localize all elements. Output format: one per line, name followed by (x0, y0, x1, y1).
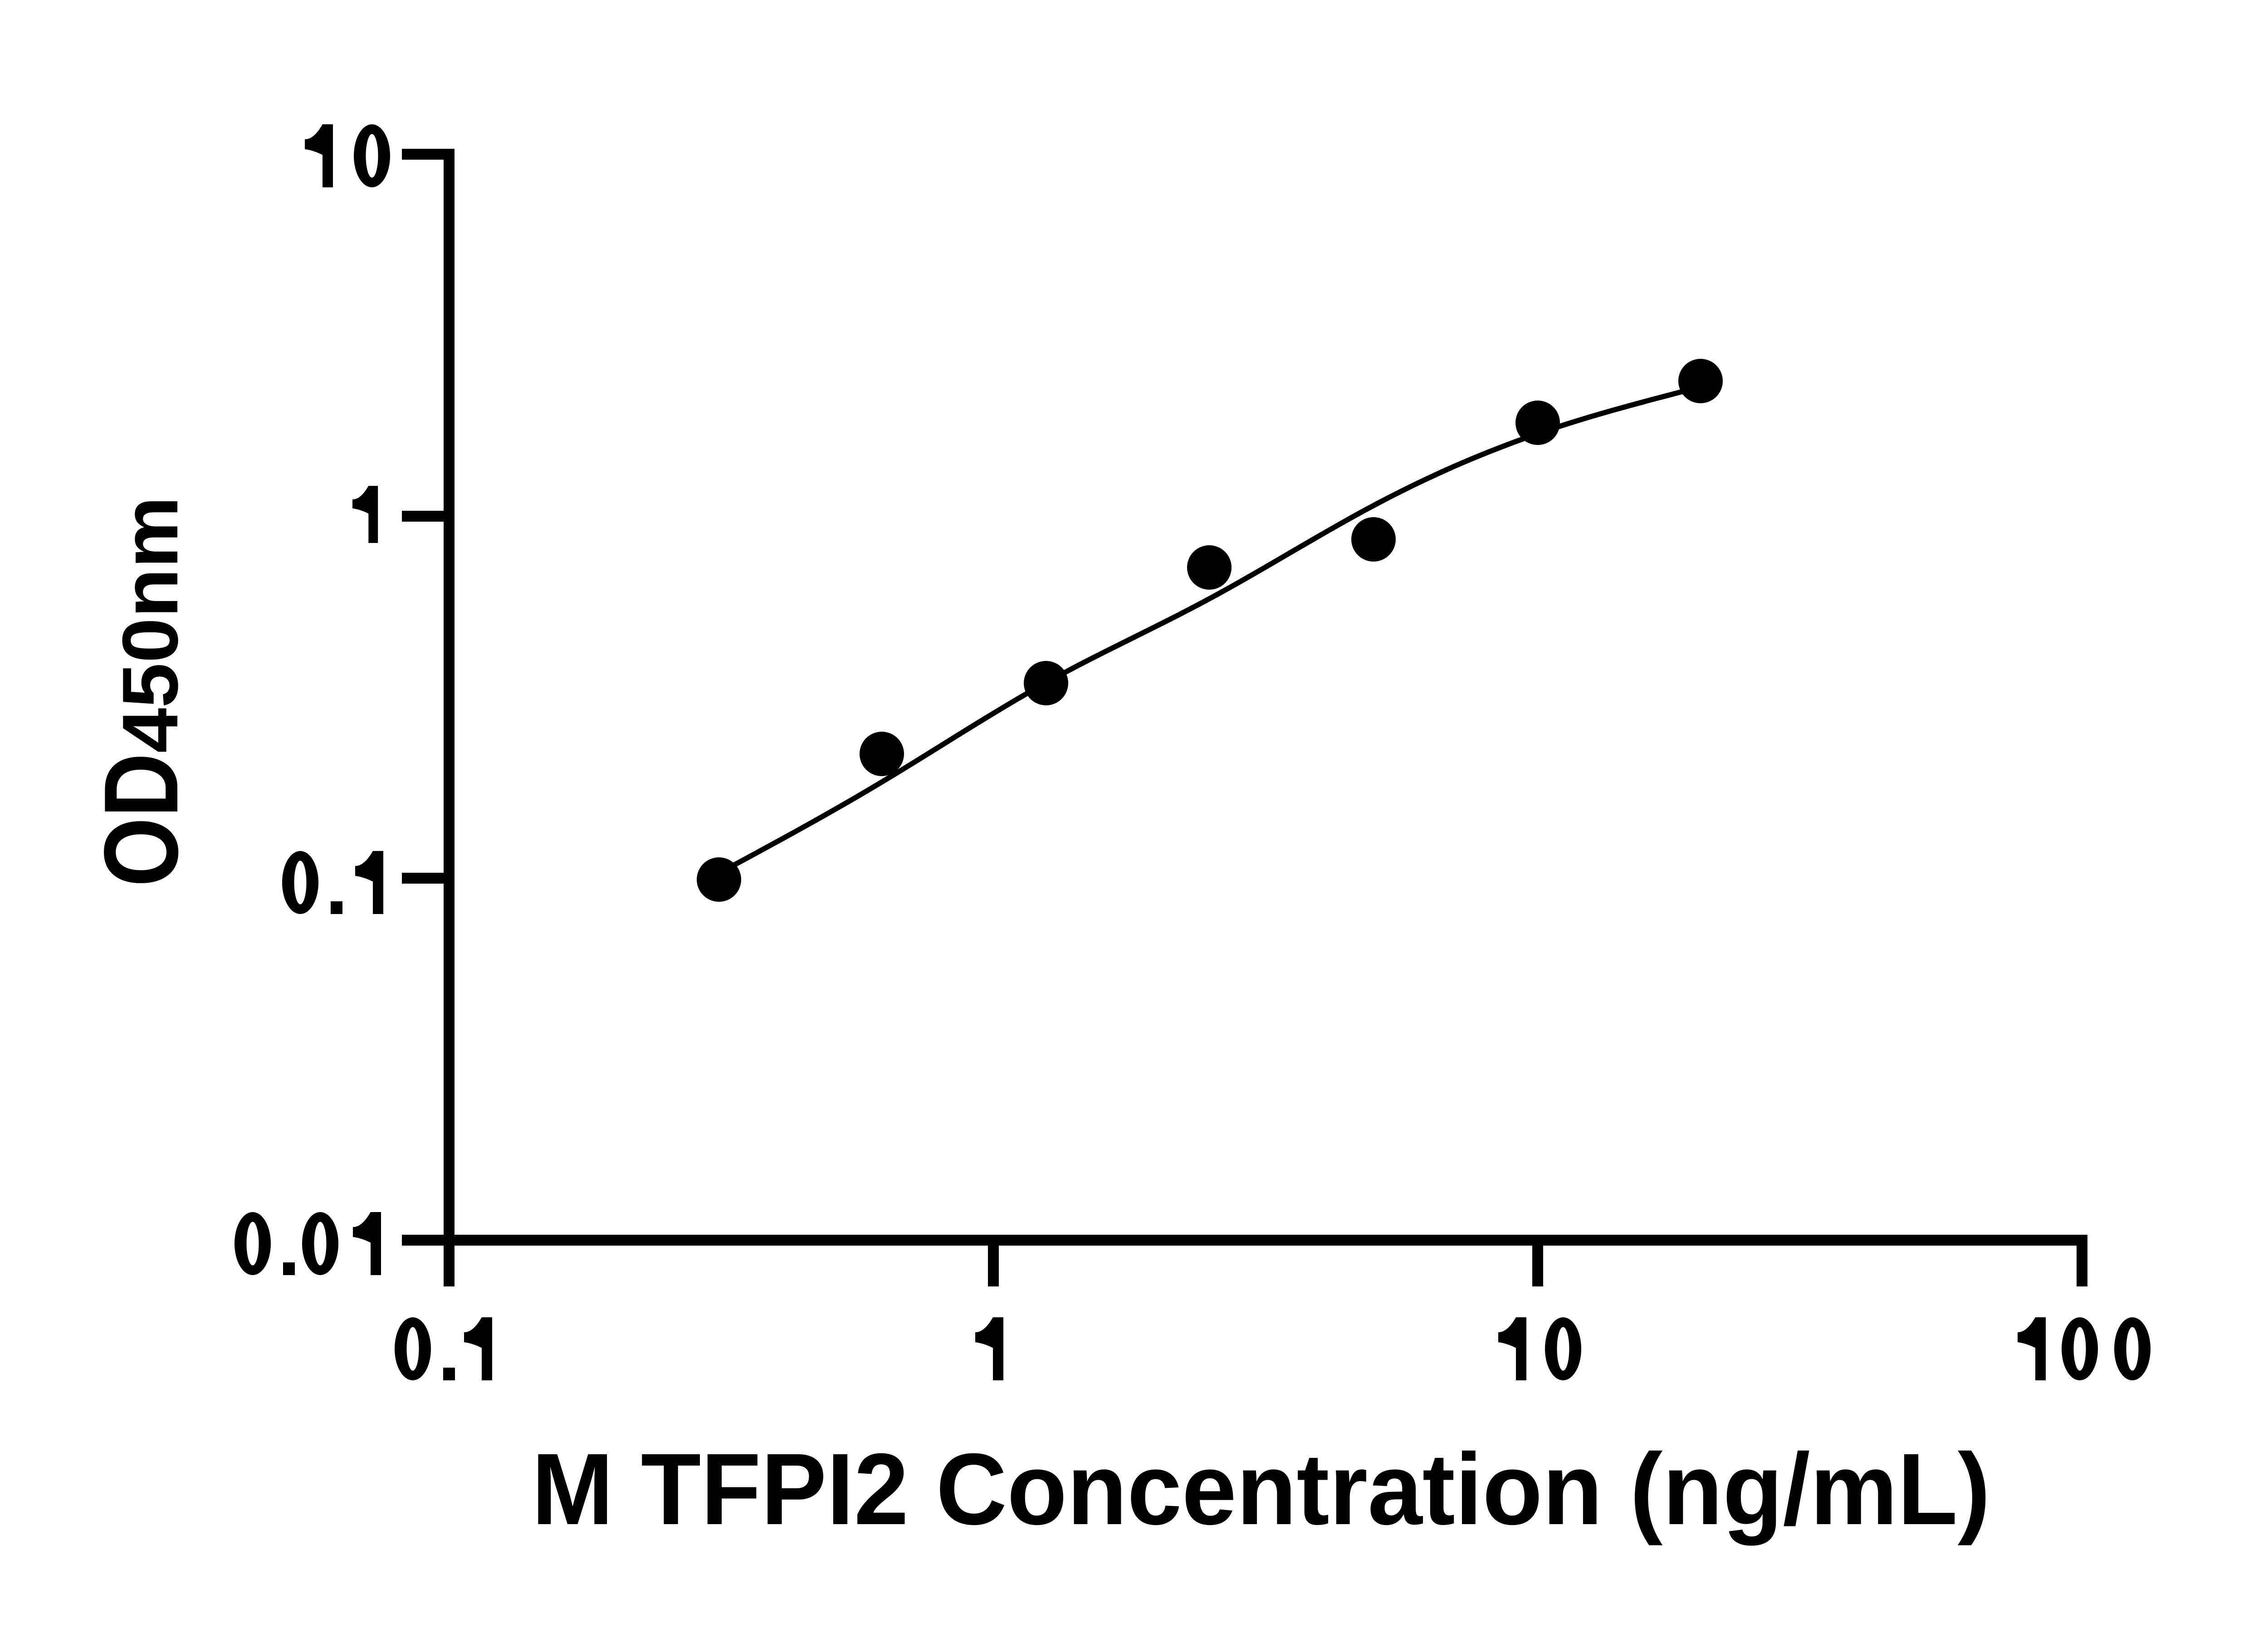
svg-text:OD: OD (83, 753, 200, 887)
svg-text:450nm: 450nm (106, 496, 194, 753)
svg-text:M TFPI2 Concentration (ng/mL): M TFPI2 Concentration (ng/mL) (532, 1433, 1990, 1546)
